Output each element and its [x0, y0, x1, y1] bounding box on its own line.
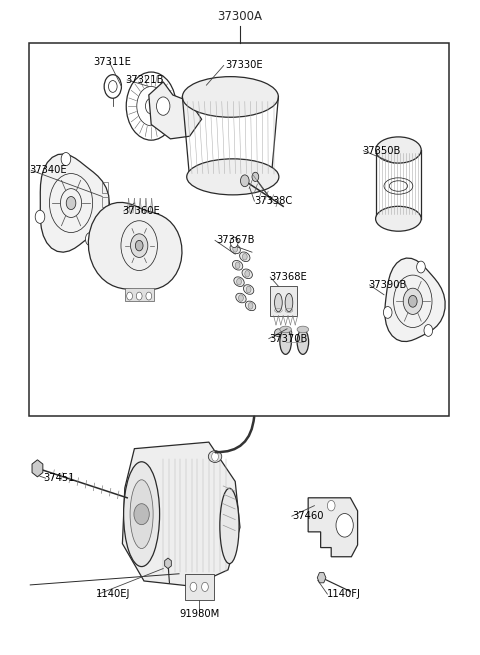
Ellipse shape — [275, 329, 282, 337]
Polygon shape — [40, 154, 109, 252]
Circle shape — [417, 261, 425, 273]
Circle shape — [135, 240, 143, 251]
Text: 37338C: 37338C — [254, 196, 293, 206]
Text: 37360E: 37360E — [122, 206, 160, 216]
Text: 91980M: 91980M — [179, 608, 219, 619]
Circle shape — [252, 172, 259, 181]
Ellipse shape — [124, 462, 159, 567]
Text: 37321B: 37321B — [125, 75, 163, 85]
Text: 37451: 37451 — [43, 473, 75, 483]
Ellipse shape — [280, 326, 291, 333]
Circle shape — [66, 196, 76, 210]
Circle shape — [233, 246, 238, 252]
Ellipse shape — [236, 293, 246, 303]
Text: 37311E: 37311E — [94, 57, 132, 67]
Bar — [125, 288, 154, 301]
Text: 37390B: 37390B — [369, 280, 407, 290]
Ellipse shape — [297, 329, 309, 354]
Ellipse shape — [375, 206, 421, 231]
Ellipse shape — [232, 261, 243, 270]
Bar — [102, 182, 108, 193]
Circle shape — [408, 295, 417, 307]
Circle shape — [85, 233, 95, 246]
Text: 1140FJ: 1140FJ — [326, 589, 360, 599]
Circle shape — [336, 514, 353, 537]
Polygon shape — [32, 460, 43, 477]
Ellipse shape — [234, 277, 244, 286]
Text: 37370B: 37370B — [269, 333, 307, 344]
Ellipse shape — [280, 329, 291, 354]
Circle shape — [248, 303, 253, 309]
Text: 1140EJ: 1140EJ — [96, 589, 131, 599]
Polygon shape — [149, 82, 202, 139]
Text: 37350B: 37350B — [362, 145, 401, 156]
Circle shape — [327, 500, 335, 511]
Circle shape — [242, 253, 247, 260]
Circle shape — [131, 234, 148, 257]
Ellipse shape — [375, 137, 421, 163]
Ellipse shape — [245, 301, 256, 310]
Bar — [102, 196, 108, 207]
Bar — [29, 43, 449, 416]
Circle shape — [240, 175, 249, 187]
Circle shape — [384, 307, 392, 318]
Circle shape — [134, 504, 149, 525]
Ellipse shape — [230, 244, 240, 253]
Polygon shape — [165, 558, 171, 569]
Circle shape — [235, 262, 240, 269]
Circle shape — [424, 324, 432, 336]
Circle shape — [230, 237, 238, 248]
Circle shape — [239, 295, 243, 301]
Circle shape — [245, 271, 250, 277]
Text: 37460: 37460 — [292, 511, 324, 521]
Circle shape — [403, 288, 422, 314]
Ellipse shape — [240, 252, 250, 261]
Ellipse shape — [243, 285, 254, 294]
Circle shape — [61, 153, 71, 166]
Circle shape — [35, 210, 45, 223]
Polygon shape — [308, 498, 358, 557]
Ellipse shape — [130, 479, 153, 549]
Circle shape — [237, 278, 241, 285]
Bar — [270, 286, 297, 316]
Text: 37330E: 37330E — [226, 60, 263, 71]
Circle shape — [156, 97, 170, 115]
Text: 37367B: 37367B — [216, 235, 254, 246]
Ellipse shape — [187, 159, 279, 195]
Circle shape — [212, 452, 218, 461]
Polygon shape — [88, 202, 182, 290]
Polygon shape — [122, 442, 240, 586]
Ellipse shape — [220, 489, 239, 563]
Ellipse shape — [284, 329, 292, 337]
Polygon shape — [385, 258, 445, 341]
Text: 37368E: 37368E — [270, 272, 308, 282]
Text: 37300A: 37300A — [217, 10, 263, 23]
Circle shape — [146, 292, 152, 300]
Polygon shape — [317, 572, 326, 583]
Circle shape — [190, 582, 197, 591]
Ellipse shape — [285, 293, 293, 312]
Circle shape — [127, 292, 132, 300]
Ellipse shape — [275, 293, 282, 312]
Text: 37340E: 37340E — [29, 165, 66, 176]
Ellipse shape — [297, 326, 309, 333]
Bar — [102, 211, 108, 221]
Ellipse shape — [182, 77, 278, 117]
Circle shape — [136, 292, 142, 300]
Circle shape — [202, 582, 208, 591]
Circle shape — [246, 286, 251, 293]
Bar — [185, 574, 214, 600]
Ellipse shape — [208, 451, 222, 462]
FancyArrowPatch shape — [216, 417, 254, 452]
Ellipse shape — [242, 269, 252, 278]
